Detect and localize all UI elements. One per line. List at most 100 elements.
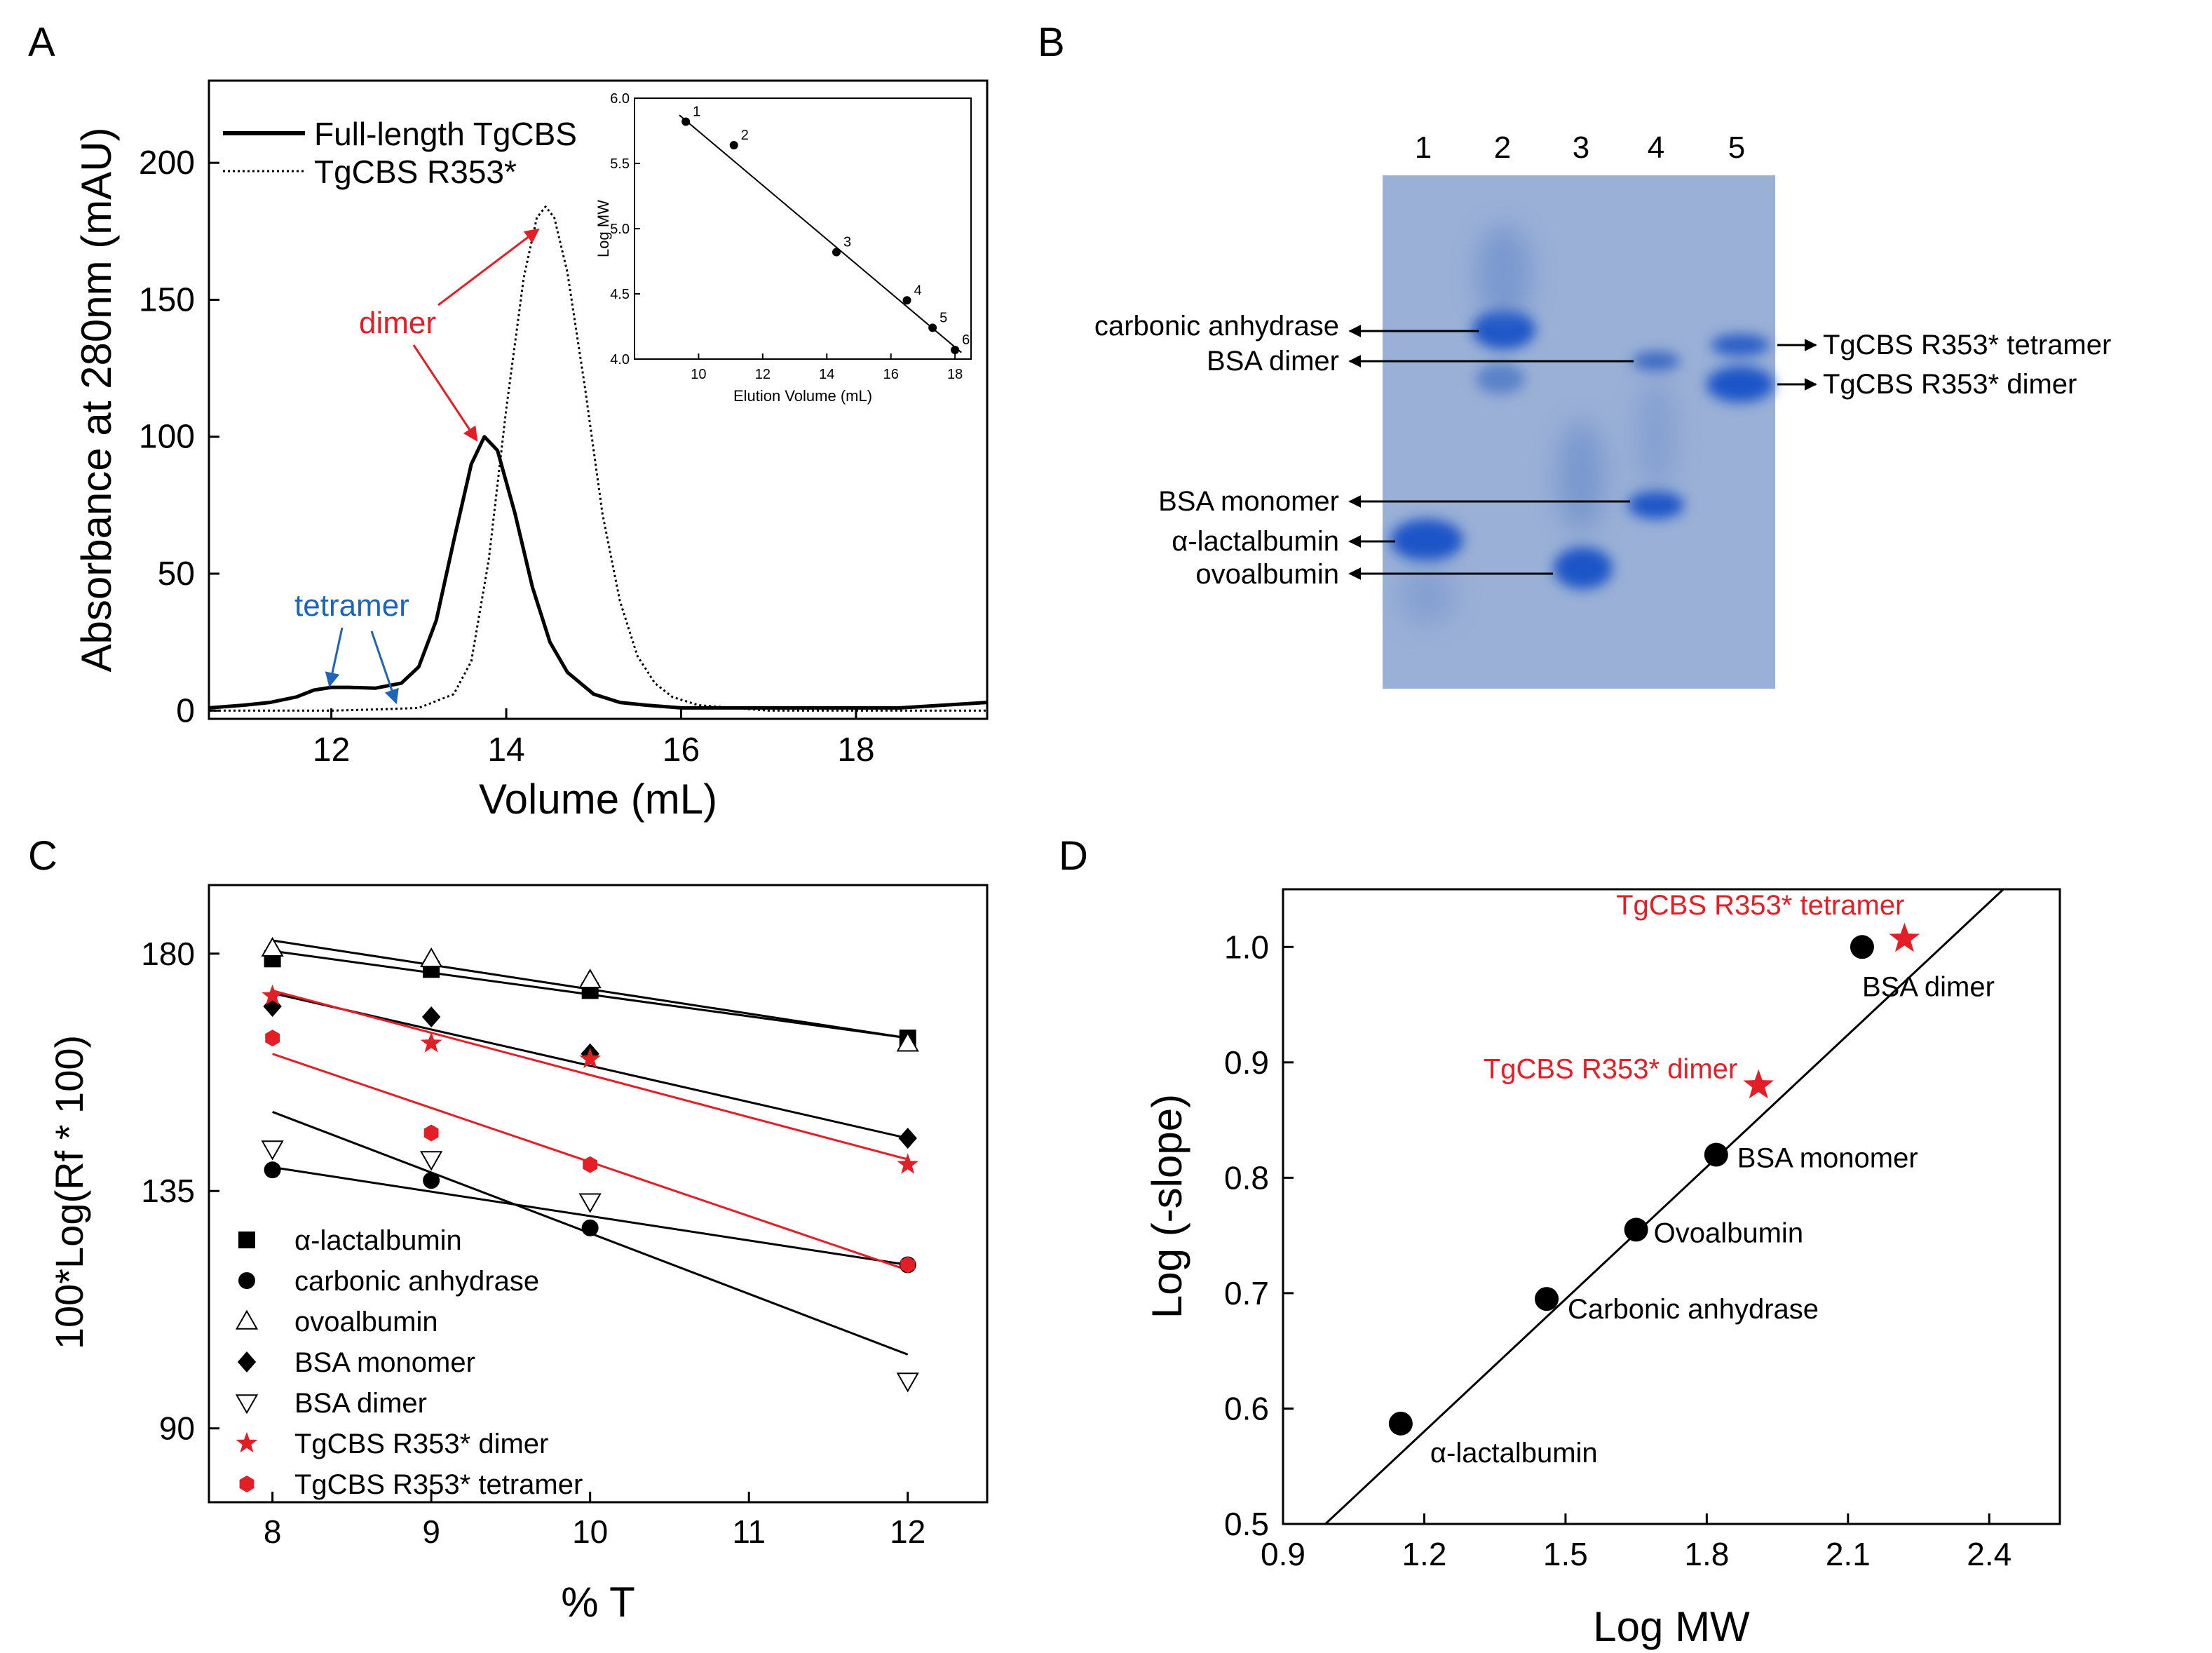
d-x-tick-label-0.9: 0.9	[1261, 1536, 1305, 1572]
c-legend-label-ovoalbumin: ovoalbumin	[294, 1307, 438, 1337]
inset-y-tick-label-6.0: 6.0	[610, 91, 630, 107]
gel-lane-label-3: 3	[1573, 130, 1589, 165]
panel-label-c: C	[28, 833, 57, 879]
d-x-tick-label-2.1: 2.1	[1826, 1536, 1871, 1572]
d-point-tgcbs-r353-tetramer	[1889, 922, 1920, 952]
c-point-tgcbs-r353-tetramer-12	[900, 1256, 916, 1274]
inset-point-label-1: 1	[693, 104, 700, 119]
c-legend-marker-bsa-dimer	[235, 1394, 259, 1415]
c-point-carbonic-anhydrase-8	[264, 1161, 281, 1179]
c-x-tick-label-8: 8	[264, 1513, 282, 1550]
c-point-bsa-dimer-12	[896, 1372, 919, 1393]
band-lane4-bsa-dimer	[1632, 351, 1680, 371]
series-line-tgcbs-r353	[209, 205, 987, 712]
d-point-label-bsa-dimer: BSA dimer	[1862, 971, 1995, 1002]
smear-lane4	[1636, 379, 1676, 491]
c-fit-line-tgcbs-r353-dimer	[272, 989, 909, 1161]
gel-label-lactalbumin: α-lactalbumin	[1172, 526, 1339, 557]
c-x-tick-label-12: 12	[890, 1513, 925, 1550]
c-point-tgcbs-r353-dimer-10	[579, 1048, 602, 1069]
c-point-bsa-dimer-10	[578, 1193, 602, 1213]
gel-label-bsa-monomer: BSA monomer	[1158, 486, 1339, 517]
gel-lane-label-4: 4	[1648, 130, 1664, 165]
gel-lane-label-1: 1	[1415, 130, 1432, 165]
panel-d-frame	[1282, 888, 2061, 1525]
d-y-tick-label-0.6: 0.6	[1224, 1390, 1269, 1426]
panel-d-x-label: Log MW	[1593, 1603, 1750, 1650]
inset-y-tick-label-4.5: 4.5	[610, 287, 630, 302]
inset-point-3	[832, 248, 841, 257]
panel-label-b: B	[1038, 20, 1065, 65]
c-legend-label-bsa-monomer: BSA monomer	[294, 1347, 475, 1378]
c-legend-marker-tgcbs-r353-tetramer	[239, 1476, 255, 1492]
band-lane5-tetramer	[1711, 334, 1770, 356]
gel-lane-label-5: 5	[1728, 130, 1745, 165]
c-point-tgcbs-r353-dimer-8	[262, 984, 284, 1006]
inset-y-tick-label-5.5: 5.5	[610, 156, 630, 172]
arrow-tetramer-r353	[370, 630, 399, 704]
d-x-tick-label-1.5: 1.5	[1543, 1536, 1588, 1572]
inset-y-tick-label-5.0: 5.0	[610, 222, 630, 237]
c-point-ovoalbumin-8	[261, 936, 284, 957]
c-point-tgcbs-r353-tetramer-8	[265, 1030, 280, 1047]
inset-point-label-3: 3	[843, 234, 851, 250]
legend-label-r353: TgCBS R353*	[314, 154, 517, 190]
d-fit-line	[1324, 888, 2004, 1525]
c-legend-label-lactalbumin: α-lactalbumin	[294, 1225, 462, 1256]
d-x-tick-label-1.2: 1.2	[1402, 1536, 1446, 1572]
panel-c-y-label: 100*Log(Rf * 100)	[47, 1035, 91, 1349]
panel-a-frame	[208, 79, 989, 720]
arrow-tetramer-full-length	[325, 627, 344, 688]
d-x-tick-label-1.8: 1.8	[1684, 1536, 1729, 1572]
series-line-full-length-tgcbs	[208, 435, 988, 710]
arrow-dimer-full-length	[412, 344, 478, 442]
smear-lane2	[1476, 224, 1532, 323]
c-legend-marker-tgcbs-r353-dimer	[236, 1431, 258, 1453]
y-tick-label-0: 0	[176, 692, 195, 729]
c-point-ovoalbumin-9	[420, 947, 443, 968]
gel-bands	[1390, 310, 1774, 589]
panel-c-x-label: % T	[561, 1579, 635, 1626]
inset-x-label: Elution Volume (mL)	[733, 387, 872, 405]
d-x-tick-label-2.4: 2.4	[1967, 1536, 2011, 1572]
band-lane2-smear	[1476, 363, 1525, 394]
c-point-tgcbs-r353-dimer-12	[897, 1153, 919, 1174]
c-legend-marker-carbonic-anhydrase	[238, 1272, 255, 1289]
c-point-ovoalbumin-10	[578, 968, 602, 989]
d-point-lactalbumin	[1388, 1411, 1413, 1436]
panel-a-y-label: Absorbance at 280nm (mAU)	[73, 127, 120, 672]
inset-y-label: Log MW	[595, 200, 612, 257]
arrow-dimer-r353	[437, 228, 540, 306]
d-point-label-lactalbumin: α-lactalbumin	[1430, 1438, 1598, 1469]
panel-d-calibration-plot: 0.9 1.2 1.5 1.8 2.1 2.4 0.5 0.6 0.7 0.8 0.9 1.0 α-l…	[1144, 888, 2061, 1650]
panel-c-frame	[208, 884, 989, 1504]
gel-label-dimer: TgCBS R353* dimer	[1823, 369, 2077, 400]
c-point-bsa-dimer-8	[261, 1140, 284, 1161]
panel-a-x-label: Volume (mL)	[479, 776, 717, 823]
inset-x-tick-label-14: 14	[819, 367, 834, 382]
c-legend-label-tgcbs-r353-dimer: TgCBS R353* dimer	[294, 1429, 548, 1459]
inset-point-6	[951, 345, 960, 354]
band-lane1-lactalbumin	[1390, 519, 1463, 561]
smear-lane3	[1556, 421, 1606, 533]
c-point-tgcbs-r353-tetramer-9	[423, 1124, 439, 1142]
c-legend-label-tgcbs-r353-tetramer: TgCBS R353* tetramer	[294, 1469, 583, 1500]
panel-d-y-label: Log (-slope)	[1144, 1094, 1190, 1318]
d-y-tick-label-1.0: 1.0	[1224, 929, 1269, 965]
c-legend-marker-ovoalbumin	[235, 1309, 259, 1330]
x-tick-label-16: 16	[663, 731, 700, 769]
inset-point-4	[902, 296, 911, 305]
d-y-tick-label-0.9: 0.9	[1224, 1044, 1269, 1081]
legend-label-full-length: Full-length TgCBS	[314, 116, 577, 152]
band-lane5-dimer	[1707, 366, 1774, 403]
d-point-tgcbs-r353-dimer	[1743, 1069, 1775, 1099]
band-lane2-carbonic-anhydrase	[1472, 310, 1535, 349]
y-tick-label-50: 50	[158, 555, 195, 593]
x-tick-label-12: 12	[313, 731, 350, 769]
c-x-tick-label-9: 9	[422, 1513, 440, 1550]
gel-smears	[1399, 224, 1676, 624]
inset-y-tick-label-4.0: 4.0	[610, 352, 630, 367]
inset-x-tick-label-10: 10	[691, 367, 706, 382]
